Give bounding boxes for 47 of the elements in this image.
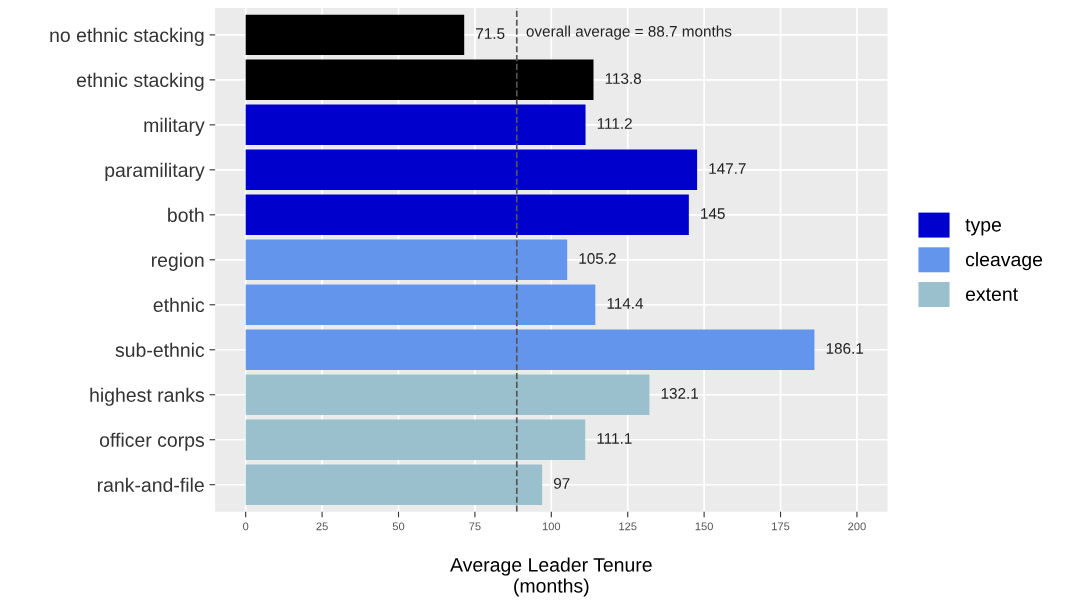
x-tick-label: 150: [695, 522, 713, 531]
bar: [245, 284, 596, 326]
bar: [245, 329, 815, 370]
y-tick-label: no ethnic stacking: [50, 27, 204, 46]
data-label: 113.8: [605, 73, 642, 84]
x-tick-label: 100: [542, 522, 561, 531]
bar: [245, 419, 586, 460]
y-tick-label: rank-and-file: [97, 477, 204, 492]
legend-label: type: [965, 218, 1001, 236]
bar: [245, 239, 568, 281]
data-label: 145: [701, 208, 725, 219]
y-tick-label: ethnic stacking: [76, 72, 204, 91]
ref-line-label: overall average = 88.7 months: [526, 25, 732, 40]
y-tick-label: both: [168, 207, 204, 223]
x-tick-label: 25: [316, 522, 328, 531]
legend-label: extent: [965, 288, 1018, 302]
x-tick-label: 75: [469, 522, 481, 531]
y-tick-label: highest ranks: [90, 387, 205, 406]
data-label: 114.4: [607, 298, 644, 309]
bar: [245, 194, 689, 236]
data-label: 111.2: [597, 118, 632, 129]
x-tick-label: 175: [772, 522, 790, 531]
y-tick-label: military: [144, 117, 205, 136]
y-tick-label: paramilitary: [105, 162, 205, 181]
data-label: 132.1: [661, 388, 699, 399]
y-tick-label: region: [151, 252, 204, 271]
bar: [245, 14, 465, 56]
x-axis-title: Average Leader Tenure (months): [450, 557, 652, 597]
data-label: 105.2: [579, 253, 616, 264]
x-tick-label: 0: [243, 522, 249, 531]
y-tick-label: ethnic: [153, 297, 205, 313]
x-tick-label: 50: [392, 522, 405, 531]
x-tick-label: 200: [848, 522, 866, 531]
x-tick-label: 125: [619, 522, 637, 531]
bar: [245, 464, 543, 505]
y-tick-label: sub-ethnic: [115, 342, 205, 357]
y-tick-label: officer corps: [99, 432, 205, 451]
data-label: 147.7: [709, 163, 746, 174]
data-label: 71.5: [476, 28, 505, 39]
bar: [245, 149, 698, 191]
bar: [245, 104, 586, 146]
data-label: 97: [553, 477, 570, 489]
legend-label: cleavage: [965, 252, 1043, 271]
data-label: 186.1: [826, 343, 864, 354]
bar: [245, 59, 594, 101]
bar: [245, 374, 650, 415]
data-label: 111.1: [597, 433, 632, 444]
